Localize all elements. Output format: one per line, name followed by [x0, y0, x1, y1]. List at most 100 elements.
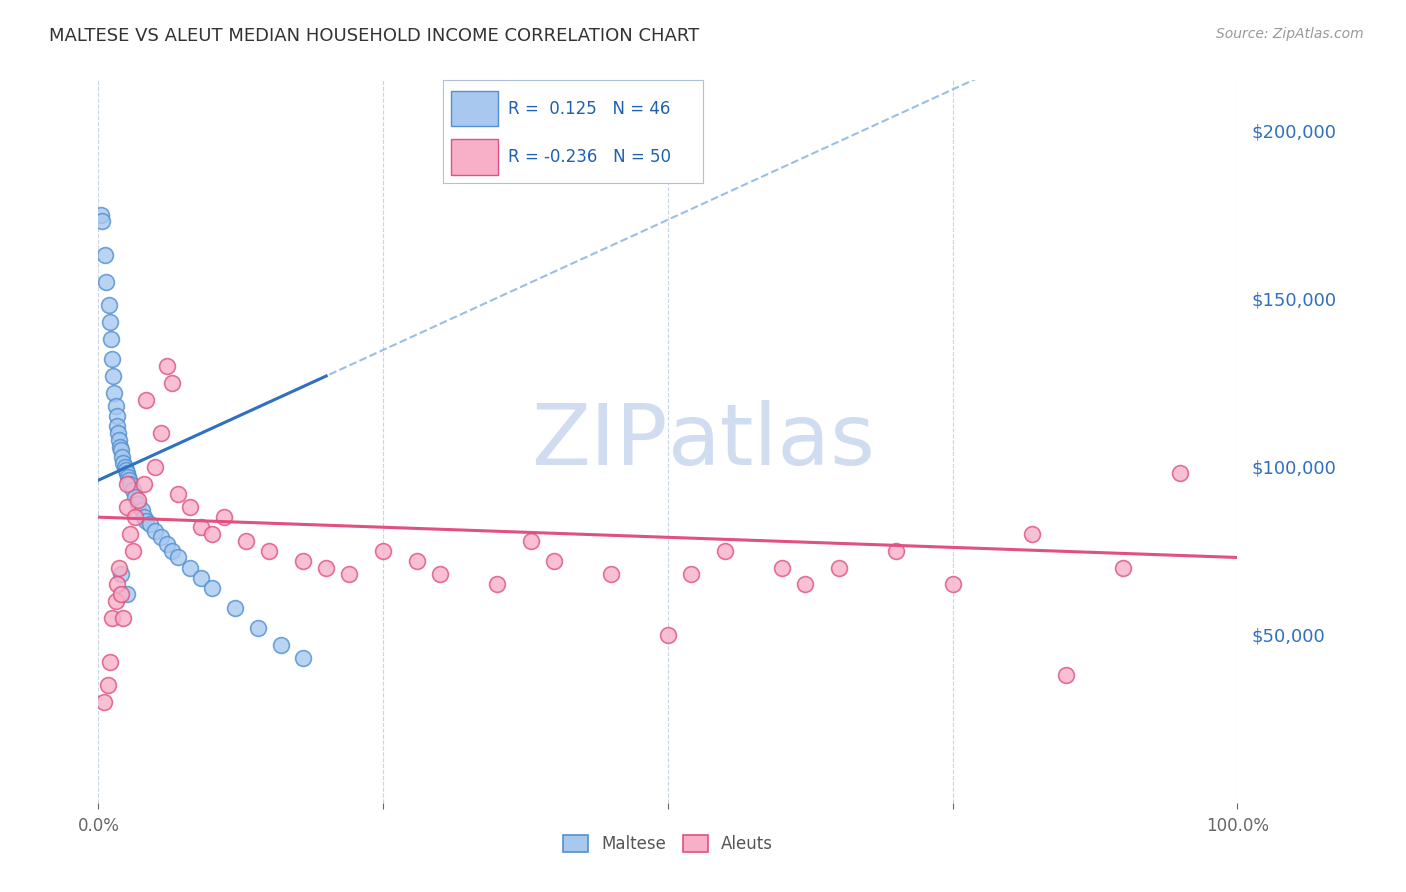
Point	[520, 533, 543, 548]
Point	[201, 527, 224, 541]
Point	[131, 503, 153, 517]
Point	[98, 655, 121, 669]
Point	[117, 470, 139, 484]
Point	[246, 621, 269, 635]
Point	[120, 476, 142, 491]
Point	[105, 419, 128, 434]
Point	[98, 315, 121, 329]
Point	[150, 530, 173, 544]
Point	[138, 516, 160, 531]
Point	[121, 483, 143, 498]
Point	[315, 560, 337, 574]
Point	[162, 543, 184, 558]
Point	[167, 550, 190, 565]
Point	[145, 459, 167, 474]
Point	[770, 560, 793, 574]
Point	[111, 450, 134, 464]
Point	[270, 638, 292, 652]
Point	[108, 440, 131, 454]
Point	[371, 543, 394, 558]
Point	[120, 527, 142, 541]
Point	[135, 392, 157, 407]
Point	[94, 248, 117, 262]
FancyBboxPatch shape	[451, 139, 498, 175]
Point	[259, 543, 281, 558]
Point	[127, 497, 149, 511]
Point	[105, 409, 128, 424]
Point	[150, 426, 173, 441]
Point	[90, 214, 112, 228]
Point	[714, 543, 737, 558]
Point	[1021, 527, 1043, 541]
Point	[96, 678, 118, 692]
Point	[1112, 560, 1135, 574]
Text: MALTESE VS ALEUT MEDIAN HOUSEHOLD INCOME CORRELATION CHART: MALTESE VS ALEUT MEDIAN HOUSEHOLD INCOME…	[49, 27, 699, 45]
Point	[543, 554, 565, 568]
Point	[135, 514, 157, 528]
Point	[1054, 668, 1078, 682]
Point	[679, 567, 702, 582]
Point	[156, 359, 179, 373]
FancyBboxPatch shape	[451, 91, 498, 127]
Point	[100, 332, 122, 346]
Point	[112, 456, 135, 470]
Point	[103, 369, 125, 384]
Point	[101, 611, 124, 625]
Point	[124, 510, 146, 524]
Point	[110, 567, 132, 582]
Point	[96, 275, 118, 289]
Point	[115, 476, 138, 491]
Point	[108, 433, 131, 447]
Point	[657, 628, 679, 642]
Point	[121, 543, 143, 558]
Point	[292, 554, 315, 568]
Point	[104, 594, 127, 608]
Point	[156, 537, 179, 551]
Point	[101, 352, 124, 367]
Point	[162, 376, 184, 390]
Point	[127, 493, 149, 508]
Point	[124, 490, 146, 504]
Point	[190, 571, 212, 585]
Point	[107, 426, 129, 441]
Point	[292, 651, 315, 665]
Point	[112, 611, 135, 625]
Point	[110, 442, 132, 457]
Point	[179, 500, 201, 514]
Point	[190, 520, 212, 534]
Point	[828, 560, 851, 574]
Point	[600, 567, 623, 582]
Point	[884, 543, 907, 558]
Point	[132, 510, 155, 524]
Point	[115, 467, 138, 481]
Point	[224, 600, 246, 615]
Point	[179, 560, 201, 574]
Point	[115, 587, 138, 601]
Point	[132, 476, 155, 491]
Point	[235, 533, 257, 548]
Point	[97, 298, 120, 312]
Point	[942, 577, 965, 591]
Point	[90, 208, 112, 222]
Point	[115, 500, 138, 514]
Point	[110, 587, 132, 601]
Point	[108, 560, 131, 574]
Point	[1170, 467, 1192, 481]
Point	[114, 459, 136, 474]
Point	[212, 510, 235, 524]
Point	[104, 399, 127, 413]
Point	[429, 567, 451, 582]
Point	[114, 463, 136, 477]
Point	[201, 581, 224, 595]
Point	[118, 473, 141, 487]
Point	[93, 695, 115, 709]
Point	[103, 385, 125, 400]
Point	[105, 577, 128, 591]
Point	[145, 524, 167, 538]
Point	[337, 567, 360, 582]
Point	[167, 486, 190, 500]
Point	[793, 577, 815, 591]
Legend: Maltese, Aleuts: Maltese, Aleuts	[557, 828, 779, 860]
Text: atlas: atlas	[668, 400, 876, 483]
Text: Source: ZipAtlas.com: Source: ZipAtlas.com	[1216, 27, 1364, 41]
